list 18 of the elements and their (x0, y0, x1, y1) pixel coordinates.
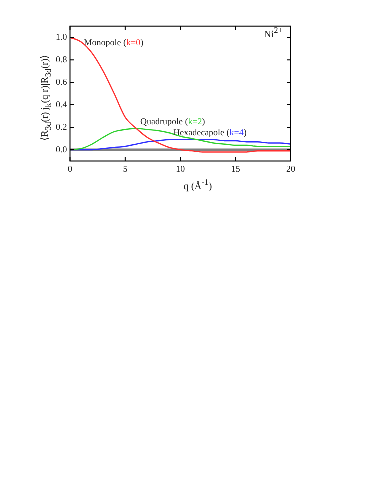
y-tick-label: 0.6 (56, 76, 68, 87)
x-tick-label: 15 (231, 164, 241, 174)
x-tick-label: 10 (176, 164, 186, 174)
x-tick-label: 20 (286, 164, 296, 174)
series-label: Hexadecapole (k=4) (174, 128, 247, 138)
y-tick-label: 0.8 (56, 54, 68, 64)
line-series (70, 128, 291, 151)
y-tick-label: 0.4 (56, 99, 68, 110)
x-tick-label: 5 (123, 164, 128, 174)
x-axis-title: q (Å$^{-1}$) (184, 178, 212, 192)
x-tick-label: 0 (68, 164, 73, 174)
series-label: Monopole (k=0) (84, 37, 144, 48)
y-tick-label: 0.0 (56, 144, 68, 154)
annotation: Ni$^{2+}$ (264, 26, 283, 40)
y-tick-label: 0.2 (56, 122, 68, 132)
line-series (70, 37, 291, 153)
series-label: Quadrupole (k=2) (140, 116, 206, 126)
y-tick-label: 1.0 (56, 32, 68, 42)
